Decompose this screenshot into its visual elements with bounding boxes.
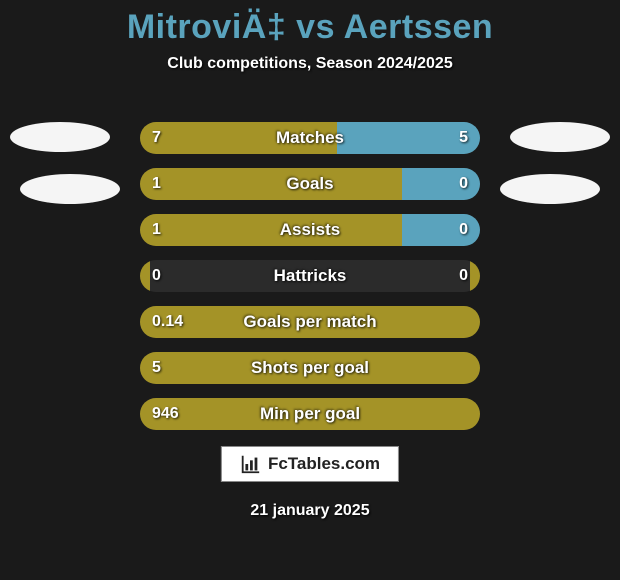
bar-right: [470, 352, 480, 384]
bar-right: [337, 122, 480, 154]
bar-track: [140, 168, 480, 200]
brand-badge[interactable]: FcTables.com: [221, 446, 399, 482]
stat-row: Assists10: [0, 214, 620, 246]
bar-left: [140, 214, 402, 246]
avatar-left: [20, 174, 120, 204]
stat-row: Goals per match0.14: [0, 306, 620, 338]
bar-left: [140, 398, 470, 430]
bar-left: [140, 306, 470, 338]
comparison-card: MitroviÄ‡ vs Aertssen Club competitions,…: [0, 0, 620, 580]
bar-right: [402, 214, 480, 246]
bar-right: [470, 398, 480, 430]
stat-row: Shots per goal5: [0, 352, 620, 384]
bar-track: [140, 214, 480, 246]
date-text: 21 january 2025: [0, 502, 620, 520]
avatar-right: [500, 174, 600, 204]
bar-track: [140, 122, 480, 154]
bar-right: [470, 260, 480, 292]
bar-track: [140, 260, 480, 292]
bar-track: [140, 352, 480, 384]
bar-right: [470, 306, 480, 338]
bar-track: [140, 398, 480, 430]
avatar-left: [10, 122, 110, 152]
brand-text: FcTables.com: [268, 454, 380, 474]
bar-left: [140, 168, 402, 200]
subtitle: Club competitions, Season 2024/2025: [0, 55, 620, 73]
bar-right: [402, 168, 480, 200]
bar-left: [140, 260, 150, 292]
stat-row: Min per goal946: [0, 398, 620, 430]
avatar-right: [510, 122, 610, 152]
bar-left: [140, 122, 337, 154]
chart-icon: [240, 453, 262, 475]
bar-track: [140, 306, 480, 338]
page-title: MitroviÄ‡ vs Aertssen: [0, 8, 620, 47]
bar-left: [140, 352, 470, 384]
stat-row: Hattricks00: [0, 260, 620, 292]
